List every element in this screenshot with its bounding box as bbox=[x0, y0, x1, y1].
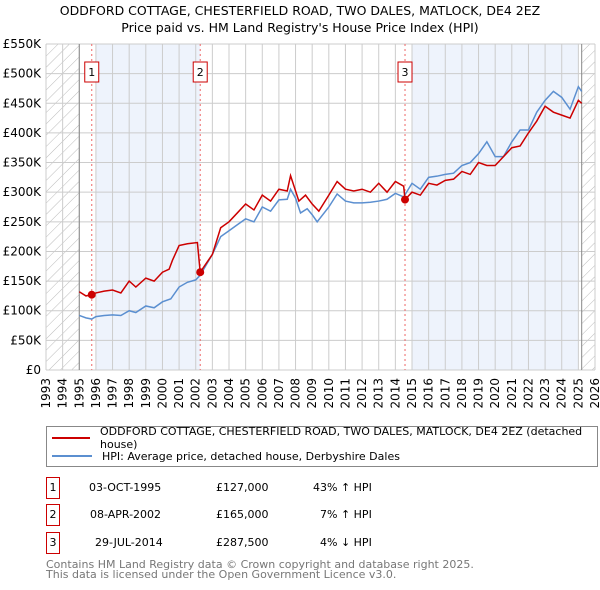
transaction-hpi: 43% ↑ HPI bbox=[313, 481, 372, 494]
transaction-badge: 2 bbox=[46, 504, 60, 526]
sale-point bbox=[401, 195, 410, 204]
transaction-row: 2 08-APR-2002 £165,000 7% ↑ HPI bbox=[46, 504, 446, 526]
x-tick-label: 2016 bbox=[422, 378, 436, 409]
x-tick-label: 2014 bbox=[388, 378, 402, 409]
x-tick-label: 1997 bbox=[106, 378, 120, 409]
sale-point bbox=[87, 290, 96, 299]
x-tick-label: 2025 bbox=[571, 378, 585, 409]
x-tick-label: 2012 bbox=[355, 378, 369, 409]
legend-blue-line bbox=[52, 455, 92, 457]
x-tick-label: 2007 bbox=[272, 378, 286, 409]
y-tick-label: £250K bbox=[3, 215, 43, 229]
sale-badge-label: 1 bbox=[88, 66, 95, 79]
hpi-series-line bbox=[79, 85, 583, 320]
x-tick-label: 2017 bbox=[438, 378, 452, 409]
x-tick-label: 2005 bbox=[239, 378, 253, 409]
footer-copyright: Contains HM Land Registry data © Crown c… bbox=[46, 558, 474, 571]
y-tick-label: £50K bbox=[10, 333, 42, 347]
x-tick-label: 2026 bbox=[588, 378, 600, 409]
x-tick-label: 2002 bbox=[189, 378, 203, 409]
transaction-date: 08-APR-2002 bbox=[90, 508, 162, 521]
x-tick-label: 1994 bbox=[56, 378, 70, 409]
y-tick-label: £300K bbox=[3, 185, 43, 199]
chart-title: ODDFORD COTTAGE, CHESTERFIELD ROAD, TWO … bbox=[59, 3, 541, 18]
transaction-row: 1 03-OCT-1995 £127,000 43% ↑ HPI bbox=[46, 477, 446, 499]
x-tick-label: 2001 bbox=[172, 378, 186, 409]
x-tick-label: 1996 bbox=[89, 378, 103, 409]
sale-badge bbox=[192, 61, 208, 83]
y-tick-label: £350K bbox=[3, 156, 43, 170]
y-tick-label: £150K bbox=[3, 274, 43, 288]
hatched-range bbox=[581, 44, 595, 370]
transaction-hpi: 4% ↓ HPI bbox=[320, 536, 372, 549]
y-tick-label: £0 bbox=[26, 363, 41, 377]
x-tick-label: 2006 bbox=[255, 378, 269, 409]
y-tick-label: £550K bbox=[3, 37, 43, 51]
y-tick-label: £400K bbox=[3, 126, 43, 140]
y-tick-label: £200K bbox=[3, 244, 43, 258]
x-tick-label: 1998 bbox=[122, 378, 136, 409]
x-tick-label: 2008 bbox=[289, 378, 303, 409]
price-chart: £0 £50K £100K £150K £200K £250K £300K £350K £400… bbox=[3, 37, 600, 409]
x-tick-label: 2018 bbox=[455, 378, 469, 409]
x-tick-label: 2000 bbox=[155, 378, 169, 409]
sale-badge-label: 2 bbox=[197, 66, 204, 79]
y-tick-label: £100K bbox=[3, 304, 43, 318]
x-tick-label: 2023 bbox=[538, 378, 552, 409]
property-series-line bbox=[78, 99, 583, 297]
transaction-date: 29-JUL-2014 bbox=[95, 536, 163, 549]
sale-badge bbox=[397, 61, 413, 83]
y-tick-label: £450K bbox=[3, 96, 43, 110]
x-tick-label: 2009 bbox=[305, 378, 319, 409]
transaction-price: £127,000 bbox=[216, 481, 269, 494]
sale-badge-label: 3 bbox=[402, 66, 409, 79]
transaction-price: £165,000 bbox=[216, 508, 269, 521]
x-tick-label: 2011 bbox=[338, 378, 352, 409]
legend-hpi: HPI: Average price, detached house, Derb… bbox=[102, 449, 400, 463]
transaction-badge: 1 bbox=[46, 477, 60, 499]
x-tick-label: 2004 bbox=[222, 378, 236, 409]
footer: Contains HM Land Registry data © Crown c… bbox=[46, 558, 474, 581]
x-tick-label: 2021 bbox=[505, 378, 519, 409]
x-tick-label: 1993 bbox=[39, 378, 53, 409]
transaction-badge: 3 bbox=[46, 532, 60, 554]
legend-red-line bbox=[52, 437, 90, 439]
x-tick-label: 2003 bbox=[205, 378, 219, 409]
x-tick-label: 2020 bbox=[488, 378, 502, 409]
shaded-range bbox=[95, 44, 201, 370]
x-tick-label: 1995 bbox=[72, 378, 86, 409]
x-tick-label: 2024 bbox=[555, 378, 569, 409]
x-tick-label: 2019 bbox=[472, 378, 486, 409]
legend: ODDFORD COTTAGE, CHESTERFIELD ROAD, TWO … bbox=[46, 425, 598, 467]
transaction-hpi: 7% ↑ HPI bbox=[320, 508, 372, 521]
sale-badge bbox=[84, 61, 100, 83]
x-tick-label: 2013 bbox=[372, 378, 386, 409]
transaction-row: 3 29-JUL-2014 £287,500 4% ↓ HPI bbox=[46, 532, 446, 554]
x-tick-label: 1999 bbox=[139, 378, 153, 409]
transaction-date: 03-OCT-1995 bbox=[89, 481, 162, 494]
transaction-price: £287,500 bbox=[216, 536, 269, 549]
chart-subtitle: Price paid vs. HM Land Registry's House … bbox=[121, 20, 479, 35]
legend-property: ODDFORD COTTAGE, CHESTERFIELD ROAD, TWO … bbox=[100, 425, 583, 451]
footer-licence: This data is licensed under the Open Gov… bbox=[46, 568, 397, 581]
y-tick-label: £500K bbox=[3, 67, 43, 81]
x-tick-label: 2015 bbox=[405, 378, 419, 409]
sale-point bbox=[196, 268, 205, 277]
x-tick-label: 2010 bbox=[322, 378, 336, 409]
x-tick-label: 2022 bbox=[521, 378, 535, 409]
